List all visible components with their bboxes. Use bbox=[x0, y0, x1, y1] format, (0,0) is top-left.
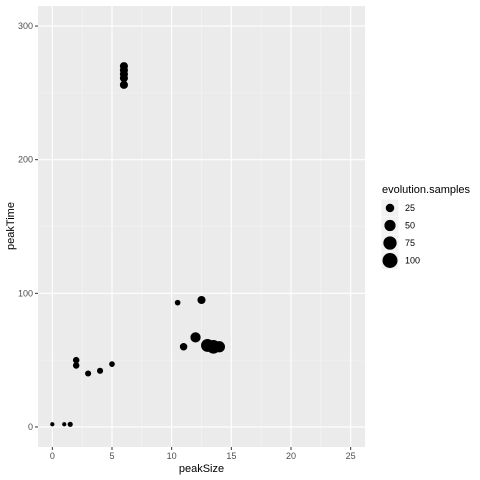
minor-gridlines bbox=[38, 6, 365, 447]
x-tick-label: 10 bbox=[167, 451, 177, 461]
y-tick-label: 300 bbox=[18, 21, 33, 31]
major-gridlines bbox=[38, 6, 365, 447]
legend-label: 100 bbox=[405, 256, 420, 266]
x-axis-ticks: 0 5 10 15 20 25 bbox=[50, 447, 356, 461]
legend-label: 25 bbox=[405, 203, 415, 213]
legend-label: 75 bbox=[405, 238, 415, 248]
legend-key bbox=[384, 219, 396, 232]
y-axis-ticks: 0 100 200 300 bbox=[18, 21, 38, 432]
data-point bbox=[50, 422, 55, 427]
legend: evolution.samples 25 50 75 100 bbox=[381, 184, 471, 269]
legend-key bbox=[383, 236, 397, 250]
data-point bbox=[190, 332, 201, 343]
y-tick-label: 0 bbox=[28, 422, 33, 432]
x-tick-label: 25 bbox=[346, 451, 356, 461]
data-point bbox=[72, 362, 80, 369]
data-point bbox=[67, 421, 73, 427]
data-point bbox=[197, 295, 206, 305]
data-point bbox=[174, 299, 181, 306]
data-point bbox=[97, 367, 104, 374]
legend-key bbox=[385, 203, 395, 213]
data-point bbox=[109, 361, 115, 367]
x-axis-title: peakSize bbox=[179, 463, 224, 475]
x-tick-label: 20 bbox=[286, 451, 296, 461]
data-point bbox=[213, 341, 225, 353]
data-point bbox=[119, 80, 128, 89]
y-tick-label: 100 bbox=[18, 288, 33, 298]
x-tick-label: 5 bbox=[109, 451, 114, 461]
data-point bbox=[179, 343, 188, 351]
data-point bbox=[62, 422, 67, 427]
data-point bbox=[85, 370, 92, 377]
data-point bbox=[119, 74, 128, 83]
data-point bbox=[72, 356, 80, 364]
x-tick-label: 15 bbox=[226, 451, 236, 461]
y-axis-title: peakTime bbox=[5, 202, 17, 250]
x-tick-label: 0 bbox=[50, 451, 55, 461]
y-tick-label: 200 bbox=[18, 155, 33, 165]
data-points bbox=[50, 62, 225, 427]
legend-title: evolution.samples bbox=[382, 184, 471, 196]
legend-key bbox=[382, 253, 398, 268]
legend-label: 50 bbox=[405, 221, 415, 231]
